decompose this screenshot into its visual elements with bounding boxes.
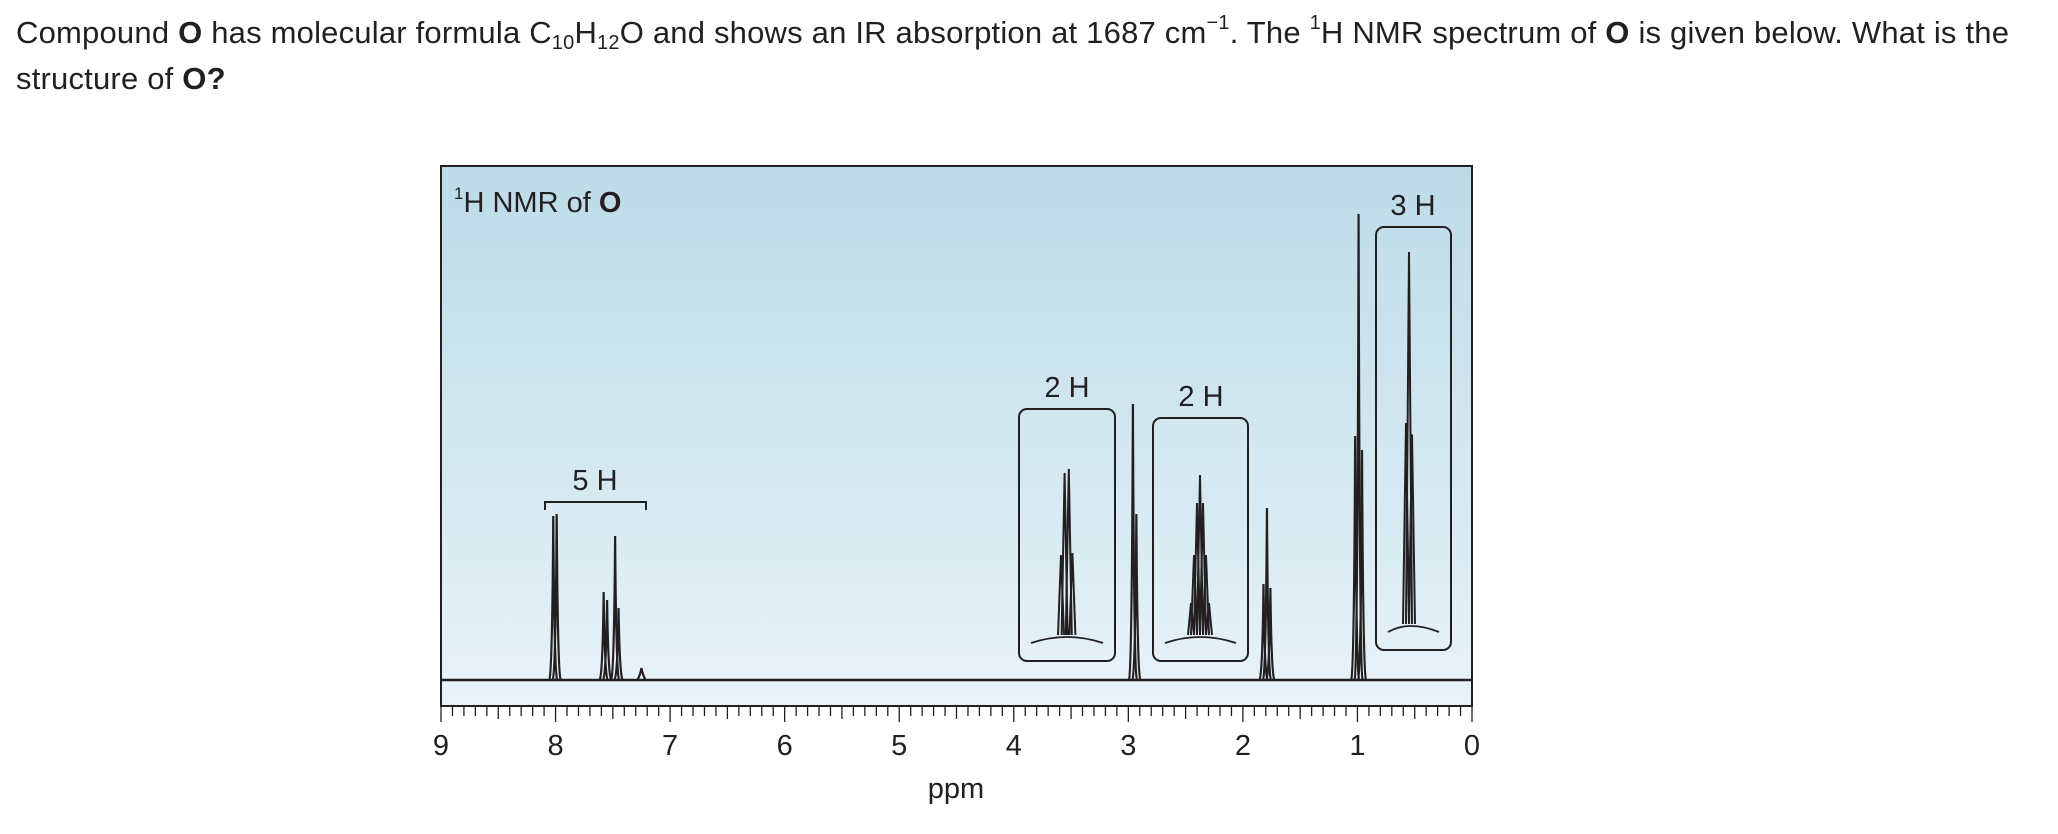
chart-title: 1H NMR of O	[454, 184, 621, 219]
x-tick-label: 7	[662, 730, 678, 762]
question-text: Compound O has molecular formula C10H12O…	[16, 12, 2010, 96]
x-tick-label: 4	[1006, 730, 1022, 762]
expansion-box	[1375, 226, 1452, 651]
expansion-peak	[1187, 602, 1195, 636]
expansion-peak	[1190, 554, 1198, 636]
spectrum-peak	[598, 591, 609, 681]
x-axis-label: ppm	[928, 773, 984, 805]
integration-bracket	[544, 501, 647, 510]
x-tick-label: 3	[1120, 730, 1136, 762]
expansion-peak	[1068, 552, 1077, 636]
compound-question: O?	[182, 61, 226, 96]
spectrum-peak	[1131, 513, 1142, 681]
x-tick-label: 5	[891, 730, 907, 762]
x-tick-label: 0	[1464, 730, 1480, 762]
spectrum-peak	[1265, 587, 1276, 681]
x-axis: 9 8 7 6 5 4 3 2 1 0	[433, 705, 1480, 762]
expansion-insets: 5 H 2 H 2 H 3 H	[544, 190, 1452, 662]
expansion-box	[1152, 417, 1249, 662]
expansion-peak	[1402, 422, 1410, 625]
compound-label: O	[1605, 15, 1630, 50]
x-tick-label: 1	[1349, 730, 1365, 762]
expansion-peak	[1205, 602, 1213, 636]
spectrum-peak	[1350, 435, 1361, 681]
x-tick-label: 9	[433, 730, 449, 762]
spectrum-peak	[548, 515, 559, 681]
spectrum-peak	[1258, 583, 1269, 681]
expansion-label: 2 H	[1044, 372, 1089, 404]
spectrum-trace	[441, 213, 1472, 682]
expansion-label: 3 H	[1390, 190, 1435, 222]
expansion-baseline	[1164, 636, 1237, 644]
expansion-baseline	[1030, 636, 1104, 644]
x-tick-label: 8	[547, 730, 563, 762]
integration-label: 5 H	[572, 465, 617, 497]
spectrum-peak	[613, 607, 624, 681]
x-tick-label: 6	[777, 730, 793, 762]
spectrum-peak	[602, 599, 613, 681]
compound-label: O	[178, 15, 203, 50]
spectrum-peak	[636, 667, 647, 681]
expansion-box	[1018, 408, 1116, 662]
expansion-peak	[1193, 502, 1201, 636]
expansion-label: 2 H	[1178, 381, 1223, 413]
spectrum-peak	[1356, 449, 1368, 681]
spectrum-peak	[551, 513, 562, 681]
expansion-baseline	[1387, 625, 1440, 633]
plot-area	[440, 165, 1473, 707]
expansion-peak	[1408, 434, 1416, 625]
x-tick-label: 2	[1235, 730, 1251, 762]
